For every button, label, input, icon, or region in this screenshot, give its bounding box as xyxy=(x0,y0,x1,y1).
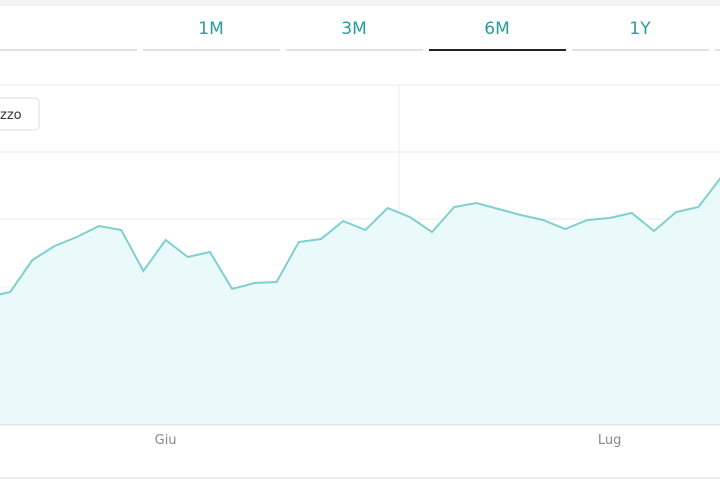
x-tick-label: Giu xyxy=(155,433,177,448)
top-strip xyxy=(0,0,720,6)
tab[interactable]: 1Y xyxy=(572,19,709,51)
legend-label: zzo xyxy=(0,108,22,123)
tab-label: 3M xyxy=(341,19,366,39)
tab[interactable]: 3Y xyxy=(715,19,720,51)
line xyxy=(0,177,720,296)
tab-label: 1Y xyxy=(629,19,651,39)
tab-label: 6M xyxy=(484,19,509,39)
legend-box xyxy=(0,97,40,131)
tab[interactable]: 3M xyxy=(286,19,423,51)
tab-label: 1M xyxy=(198,19,223,39)
tab[interactable]: 1M xyxy=(143,19,280,51)
x-tick-label: Lug xyxy=(598,433,622,448)
tab[interactable]: 6M xyxy=(429,19,566,51)
area xyxy=(0,178,720,425)
